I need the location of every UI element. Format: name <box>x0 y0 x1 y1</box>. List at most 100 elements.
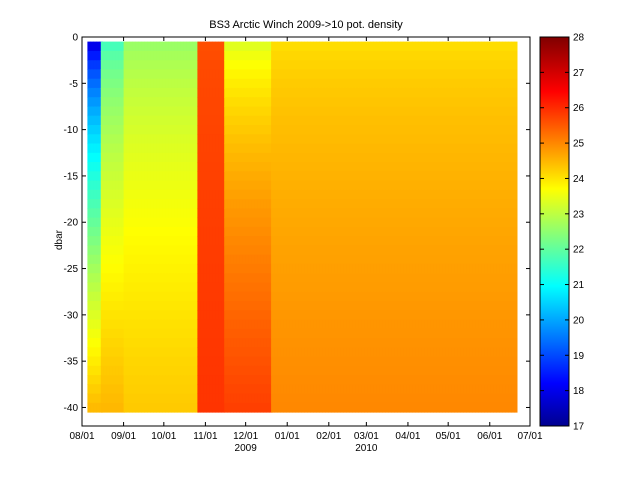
profile-cell <box>138 87 142 98</box>
profile-cell <box>307 282 311 293</box>
profile-cell <box>87 226 91 237</box>
profile-cell <box>388 226 392 237</box>
profile-cell <box>451 143 455 154</box>
profile-cell <box>412 226 416 237</box>
profile-cell <box>277 125 281 135</box>
profile-cell <box>427 301 431 311</box>
profile-cell <box>319 69 323 80</box>
profile-cell <box>274 50 278 61</box>
profile-cell <box>147 115 151 126</box>
profile-cell <box>358 393 362 404</box>
profile-cell <box>433 245 437 256</box>
profile-cell <box>400 328 404 339</box>
profile-cell <box>391 171 395 182</box>
profile-cell <box>106 171 111 182</box>
profile-cell <box>156 143 160 154</box>
profile-cell <box>382 384 386 395</box>
profile-cell <box>445 69 449 80</box>
profile-cell <box>415 245 419 256</box>
profile-cell <box>195 365 199 376</box>
profile-cell <box>183 60 187 70</box>
profile-cell <box>106 41 111 52</box>
profile-cell <box>254 273 258 283</box>
profile-cell <box>280 365 284 376</box>
profile-cell <box>147 208 151 219</box>
profile-cell <box>316 69 320 80</box>
profile-cell <box>171 273 175 283</box>
profile-cell <box>200 273 204 283</box>
profile-cell <box>379 338 383 348</box>
profile-cell <box>132 134 136 145</box>
profile-cell <box>325 393 329 404</box>
profile-cell <box>436 41 440 52</box>
profile-cell <box>129 217 133 228</box>
profile-cell <box>448 50 452 61</box>
profile-cell <box>118 245 123 256</box>
profile-cell <box>382 171 386 182</box>
profile-cell <box>192 375 196 385</box>
profile-cell <box>427 152 431 163</box>
profile-cell <box>248 60 252 70</box>
profile-cell <box>150 384 154 395</box>
profile-cell <box>212 189 216 200</box>
profile-cell <box>177 347 181 358</box>
profile-cell <box>135 162 139 172</box>
profile-cell <box>433 301 437 311</box>
profiles-layer <box>87 41 518 413</box>
profile-cell <box>367 356 371 367</box>
profile-cell <box>379 41 383 52</box>
profile-cell <box>370 254 374 265</box>
profile-cell <box>271 69 275 80</box>
profile-cell <box>292 402 296 413</box>
profile-cell <box>200 356 204 367</box>
profile-cell <box>171 97 175 107</box>
profile-cell <box>165 254 169 265</box>
profile-cell <box>263 87 267 98</box>
profile-cell <box>343 384 347 395</box>
profile-cell <box>361 356 365 367</box>
profile-cell <box>358 78 362 89</box>
profile-cell <box>358 60 362 70</box>
profile-cell <box>349 347 353 358</box>
profile-cell <box>153 41 157 52</box>
profile-cell <box>230 291 234 302</box>
profile-cell <box>277 180 281 191</box>
profile-cell <box>415 310 419 320</box>
profile-cell <box>295 189 299 200</box>
profile-cell <box>206 41 210 52</box>
profile-cell <box>379 69 383 80</box>
profile-cell <box>218 180 222 191</box>
profile-cell <box>424 125 428 135</box>
profile-cell <box>358 384 362 395</box>
profile-cell <box>451 180 455 191</box>
profile-cell <box>215 50 219 61</box>
profile-cell <box>106 134 111 145</box>
profile-cell <box>230 208 234 219</box>
profile-cell <box>96 69 100 80</box>
profile-cell <box>126 78 130 89</box>
profile-cell <box>442 69 446 80</box>
profile-cell <box>200 78 204 89</box>
profile-cell <box>418 347 422 358</box>
profile-cell <box>364 115 368 126</box>
profile-cell <box>135 301 139 311</box>
profile-cell <box>394 199 398 209</box>
profile-cell <box>424 152 428 163</box>
profile-cell <box>162 226 166 237</box>
profile-cell <box>112 301 117 311</box>
profile-cell <box>174 217 178 228</box>
profile-cell <box>280 347 284 358</box>
profile-cell <box>430 162 434 172</box>
profile-cell <box>260 143 264 154</box>
profile-cell <box>358 180 362 191</box>
profile-cell <box>433 402 437 413</box>
profile-cell <box>96 245 100 256</box>
profile-cell <box>355 226 359 237</box>
profile-cell <box>132 375 136 385</box>
profile-cell <box>177 301 181 311</box>
profile-cell <box>385 365 389 376</box>
profile-cell <box>177 180 181 191</box>
profile-cell <box>346 125 350 135</box>
profile-cell <box>248 180 252 191</box>
profile-cell <box>454 291 458 302</box>
